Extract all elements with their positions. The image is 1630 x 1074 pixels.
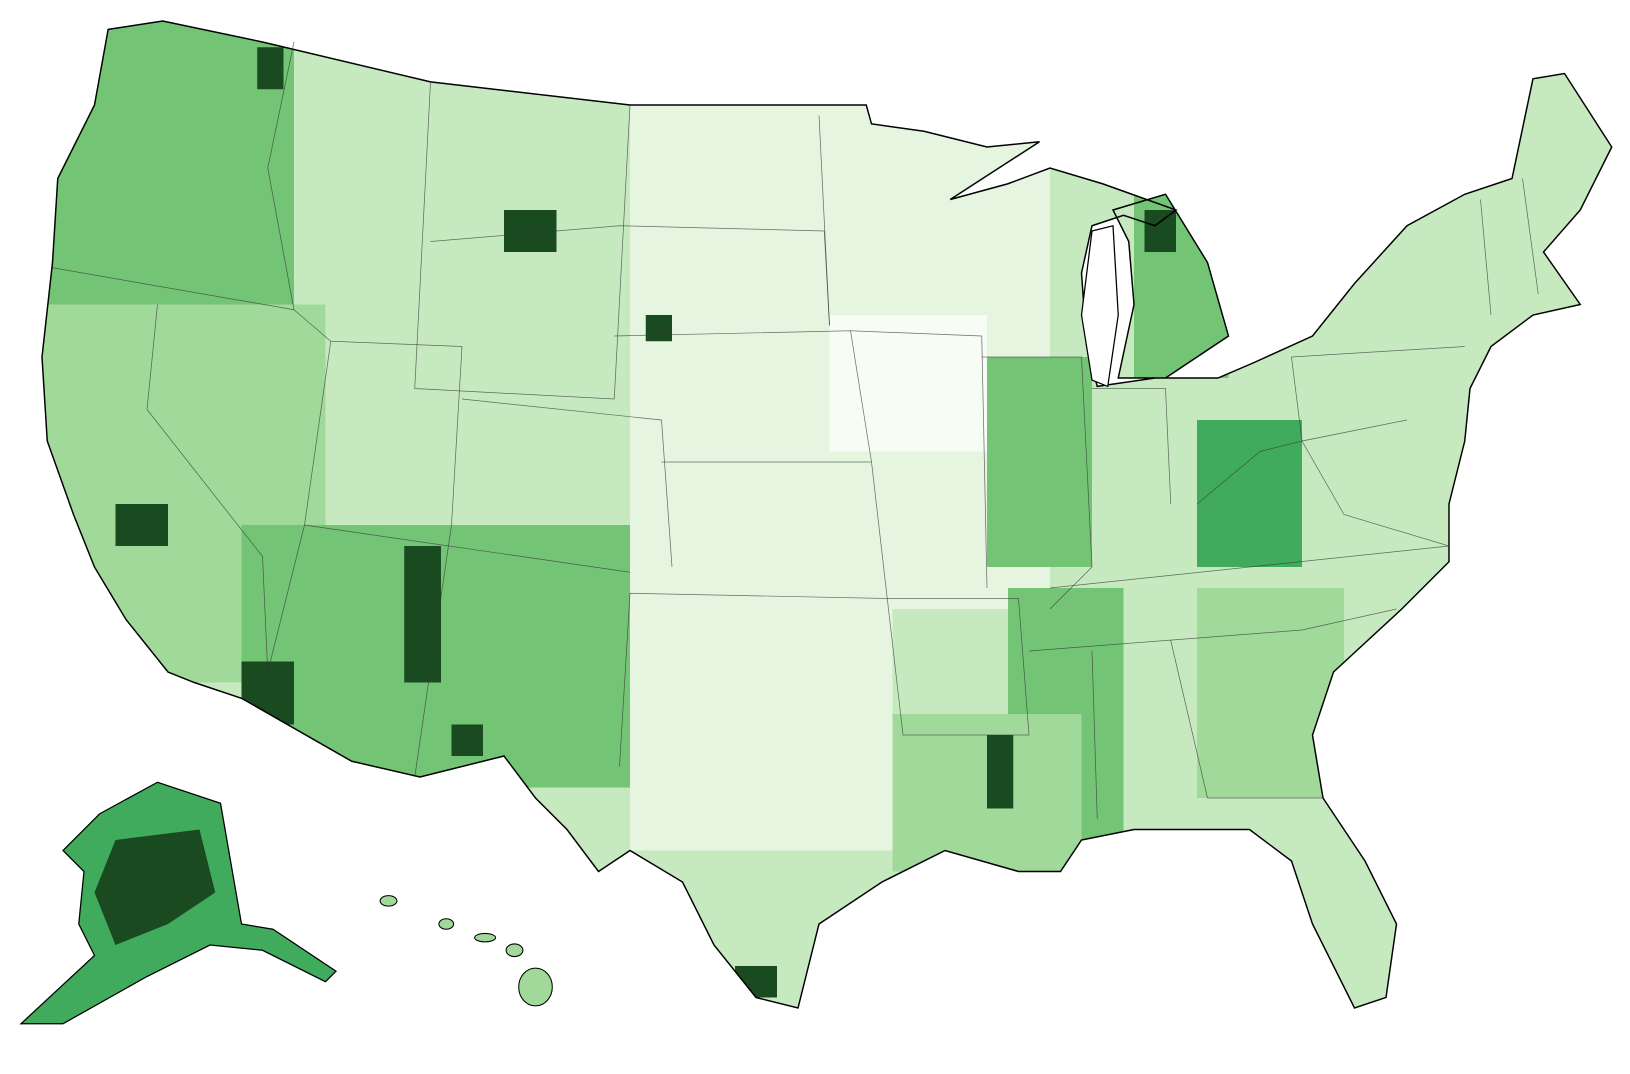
country-outline [41, 20, 1613, 1009]
state-borders [52, 41, 1539, 820]
map-body [19, 20, 1613, 1025]
hawaii [379, 895, 553, 1007]
lake-michigan [1080, 224, 1119, 388]
county-shading [41, 20, 1612, 1008]
alaska-dark [94, 829, 216, 945]
